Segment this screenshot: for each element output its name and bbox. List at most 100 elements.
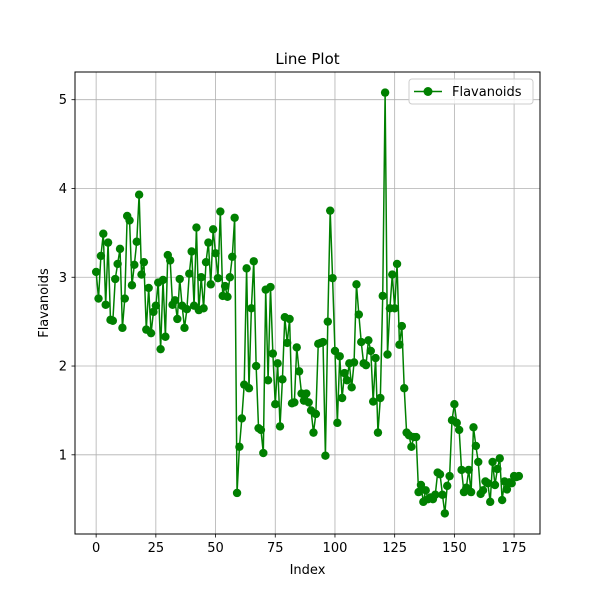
data-point bbox=[290, 398, 299, 407]
data-point bbox=[376, 393, 385, 403]
data-point bbox=[311, 409, 321, 419]
data-point bbox=[192, 223, 201, 232]
data-point bbox=[378, 291, 387, 301]
data-point bbox=[328, 273, 337, 283]
legend-marker-swatch bbox=[423, 87, 433, 96]
data-point bbox=[120, 294, 129, 303]
data-point bbox=[127, 281, 137, 290]
data-point bbox=[165, 256, 175, 265]
data-point bbox=[478, 486, 488, 495]
data-point bbox=[493, 464, 502, 474]
series-line-flavanoids bbox=[95, 91, 520, 515]
data-point bbox=[390, 304, 399, 313]
data-point bbox=[354, 310, 364, 319]
data-point bbox=[170, 296, 180, 305]
data-point bbox=[349, 358, 359, 367]
data-point bbox=[302, 389, 311, 398]
data-point bbox=[101, 300, 110, 309]
data-point bbox=[380, 88, 390, 97]
data-point bbox=[392, 259, 402, 269]
data-point bbox=[256, 425, 266, 435]
y-tick-label: 3 bbox=[59, 271, 67, 286]
data-point bbox=[244, 384, 254, 393]
data-point bbox=[144, 283, 153, 293]
data-point bbox=[483, 479, 493, 488]
axis-ticks: 0 25 50 75 100 125 150 175 1 2 3 4 5 bbox=[59, 93, 527, 556]
data-point bbox=[96, 251, 106, 261]
data-point bbox=[407, 442, 416, 452]
data-point bbox=[118, 323, 127, 333]
series-group bbox=[91, 88, 524, 518]
data-point bbox=[466, 487, 476, 497]
data-point bbox=[292, 343, 301, 352]
data-point bbox=[431, 490, 440, 499]
data-point bbox=[471, 441, 481, 451]
data-point bbox=[414, 487, 423, 497]
data-point bbox=[357, 337, 366, 347]
data-point bbox=[185, 269, 194, 278]
data-point bbox=[182, 305, 192, 314]
x-tick-label: 50 bbox=[207, 541, 224, 556]
data-point bbox=[161, 332, 170, 341]
data-point bbox=[132, 237, 141, 246]
data-point bbox=[486, 497, 495, 507]
data-point bbox=[469, 423, 478, 432]
data-point bbox=[454, 425, 464, 435]
legend: Flavanoids bbox=[408, 78, 534, 105]
data-point bbox=[438, 490, 447, 499]
data-point bbox=[364, 336, 373, 345]
x-tick-label: 0 bbox=[92, 541, 100, 556]
data-point bbox=[294, 367, 304, 376]
data-point bbox=[490, 480, 500, 490]
data-point bbox=[373, 428, 383, 437]
data-point bbox=[180, 323, 189, 333]
data-point bbox=[321, 451, 330, 460]
data-point bbox=[411, 432, 421, 442]
data-point bbox=[242, 264, 251, 273]
data-point bbox=[103, 238, 113, 247]
data-point bbox=[115, 244, 125, 254]
data-point bbox=[94, 294, 103, 303]
data-point bbox=[151, 301, 161, 310]
x-tick-label: 125 bbox=[382, 541, 407, 556]
y-tick-label: 2 bbox=[59, 360, 67, 375]
data-point bbox=[175, 274, 184, 284]
data-point bbox=[271, 400, 280, 409]
data-point bbox=[216, 207, 225, 216]
data-point bbox=[309, 428, 318, 437]
data-point bbox=[337, 393, 347, 403]
y-tick-label: 4 bbox=[59, 182, 67, 197]
data-point bbox=[435, 470, 445, 479]
data-point bbox=[383, 350, 392, 359]
data-point bbox=[443, 481, 452, 491]
x-tick-label: 75 bbox=[267, 541, 284, 556]
data-point bbox=[99, 229, 108, 238]
data-point bbox=[213, 273, 223, 283]
data-point bbox=[111, 274, 120, 284]
data-point bbox=[502, 485, 512, 494]
data-point bbox=[340, 368, 349, 378]
data-point bbox=[368, 397, 378, 406]
data-point bbox=[366, 346, 375, 356]
data-point bbox=[247, 304, 256, 313]
data-point bbox=[173, 314, 182, 324]
data-point bbox=[249, 257, 258, 266]
data-point bbox=[197, 273, 206, 282]
data-point bbox=[278, 375, 287, 384]
data-point bbox=[285, 314, 294, 324]
data-point bbox=[125, 216, 134, 225]
data-point bbox=[347, 383, 356, 392]
data-point bbox=[208, 225, 218, 234]
data-point bbox=[91, 267, 101, 277]
data-point bbox=[134, 190, 144, 199]
data-point bbox=[395, 340, 404, 349]
y-tick-label: 1 bbox=[59, 448, 67, 463]
data-point bbox=[457, 465, 466, 475]
data-point bbox=[108, 316, 118, 325]
data-point bbox=[146, 328, 156, 338]
data-point bbox=[335, 352, 344, 361]
y-tick-label: 5 bbox=[59, 93, 67, 108]
data-point bbox=[495, 454, 504, 463]
